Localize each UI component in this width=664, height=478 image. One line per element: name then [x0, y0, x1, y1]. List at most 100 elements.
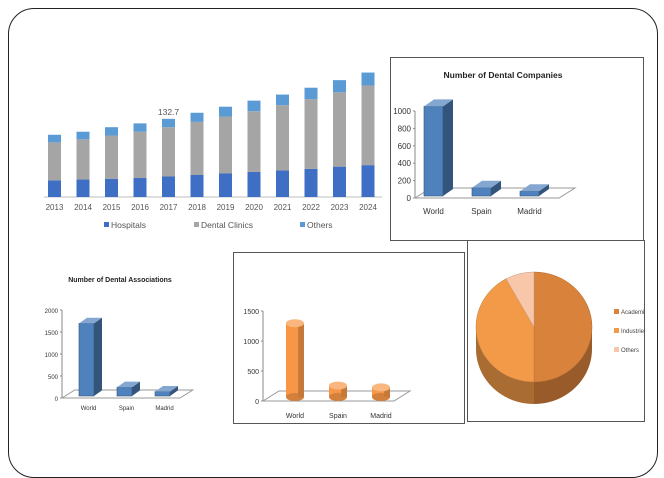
x-tick-label: 2019	[217, 203, 235, 212]
bar-others-2014	[76, 131, 90, 140]
bar-others-2016	[133, 123, 147, 132]
bar-front-madrid	[154, 391, 171, 397]
cylinder-body-spain	[329, 385, 347, 397]
bar-dental-clinics-2021	[276, 105, 289, 171]
bar-top-madrid	[520, 184, 549, 192]
y-tick-label: 0	[407, 194, 412, 203]
x-tick-label: Spain	[119, 406, 134, 412]
bar-hospitals-2013	[48, 180, 61, 197]
bar-hospitals-2015	[105, 178, 118, 197]
bar-dental-clinics-2016	[133, 131, 147, 179]
x-tick-label: World	[423, 207, 444, 216]
x-tick-label: 2022	[302, 203, 320, 212]
x-tick-label: 2020	[245, 203, 263, 212]
cylinder-top-spain	[329, 381, 347, 390]
x-tick-label: 2018	[188, 203, 206, 212]
y-tick-label: 1500	[45, 331, 59, 337]
cylinder-bar-chart-panel: 0 500 1000 1500 World Spain Madrid	[233, 252, 465, 424]
x-tick-label: 2013	[46, 203, 64, 212]
pie-slice-others	[505, 271, 535, 328]
bar-hospitals-2017	[162, 176, 175, 197]
y-tick-label: 0	[255, 399, 259, 406]
dental-associations-chart: Number of Dental Associations 0 500 1000 150…	[45, 277, 195, 412]
bar-others-2015	[105, 127, 118, 136]
x-tick-label: Madrid	[517, 207, 541, 216]
pie-chart: Academic Industries Others	[475, 271, 644, 404]
y-tick-label: 500	[48, 375, 59, 381]
x-tick-label: 2016	[131, 203, 149, 212]
x-tick-label: Spain	[471, 207, 491, 216]
y-tick-label: 600	[398, 142, 412, 151]
bar-others-2023	[333, 80, 346, 93]
bar-side-spain	[491, 180, 501, 196]
cylinder-shade-world	[298, 323, 304, 397]
legend-swatch-academic	[614, 309, 619, 314]
bar-top-madrid	[155, 386, 178, 392]
dental-associations-chart-panel: Number of Dental Associations 0 500 1000 150…	[36, 252, 232, 424]
bar-side-spain	[132, 381, 140, 396]
bar-others-2020	[247, 100, 261, 112]
legend-label: Others	[621, 348, 639, 354]
x-tick-label: 2024	[359, 203, 377, 212]
bar-front-madrid	[519, 190, 540, 197]
y-tick-label: 800	[398, 124, 412, 133]
bar-dental-clinics-2019	[219, 116, 232, 174]
bar-hospitals-2018	[190, 174, 204, 197]
bar-hospitals-2021	[276, 170, 289, 197]
pie-side-industries	[476, 327, 534, 404]
y-tick-label: 0	[55, 397, 59, 403]
bar-others-2018	[190, 112, 204, 122]
bar-others-2017	[162, 118, 175, 128]
bar-front-world	[78, 323, 95, 397]
bar-others-2021	[276, 94, 289, 106]
legend-label: Academic	[621, 310, 644, 316]
stacked-bar-chart-panel: 2013 2014 2015 2016 2017 132.7 2018 2019 2020 202…	[36, 60, 386, 240]
x-tick-label: Spain	[329, 413, 347, 420]
pie-side-academic	[534, 327, 592, 404]
x-tick-label: 2014	[74, 203, 92, 212]
cylinder-shade-spain	[341, 385, 347, 397]
bar-hospitals-2024	[361, 165, 375, 197]
x-tick-label: Madrid	[155, 406, 173, 412]
bar-dental-clinics-2014	[76, 139, 90, 180]
bar-top-spain	[472, 180, 501, 188]
pie-chart-panel: Academic Industries Others	[467, 240, 645, 422]
y-tick-label: 200	[398, 177, 412, 186]
legend-label: Hospitals	[111, 220, 146, 230]
y-tick-label: 1000	[243, 339, 259, 346]
bar-hospitals-2023	[333, 166, 346, 197]
legend-label: Others	[307, 220, 333, 230]
x-tick-label: 2023	[331, 203, 349, 212]
bar-side-world	[443, 99, 453, 196]
y-tick-label: 1000	[45, 353, 59, 359]
pie-slice-industries	[475, 278, 535, 383]
bar-hospitals-2022	[304, 168, 318, 197]
bar-side-world	[94, 317, 102, 396]
bar-hospitals-2020	[247, 171, 261, 197]
chart-title: Number of Dental Associations	[68, 277, 172, 284]
bar-top-spain	[117, 381, 140, 388]
x-tick-label: 2021	[274, 203, 292, 212]
legend-swatch-others	[614, 347, 619, 352]
pie-slice-academic	[533, 271, 593, 383]
bar-side-madrid	[539, 184, 549, 196]
bar-dental-clinics-2017	[162, 127, 175, 177]
x-tick-label: 2017	[160, 203, 178, 212]
bar-front-spain	[116, 386, 133, 397]
legend-swatch-industries	[614, 328, 619, 333]
bar-top-world	[424, 99, 453, 107]
bar-front-spain	[471, 187, 492, 197]
bar-others-2019	[219, 106, 232, 117]
dental-companies-chart-panel: Number of Dental Companies 0 200 400 600 800 1…	[390, 57, 644, 241]
bar-dental-clinics-2018	[190, 121, 204, 175]
y-tick-label: 1500	[243, 309, 259, 316]
cylinder-top-madrid	[372, 383, 390, 392]
x-tick-label: World	[81, 406, 97, 412]
cylinder-bar-chart: 0 500 1000 1500 World Spain Madrid	[243, 309, 412, 420]
bar-top-world	[79, 317, 102, 324]
bar-dental-clinics-2013	[48, 142, 61, 181]
bar-dental-clinics-2022	[304, 99, 318, 169]
bar-hospitals-2016	[133, 178, 147, 197]
y-tick-label: 400	[398, 159, 412, 168]
bar-dental-clinics-2015	[105, 135, 118, 179]
